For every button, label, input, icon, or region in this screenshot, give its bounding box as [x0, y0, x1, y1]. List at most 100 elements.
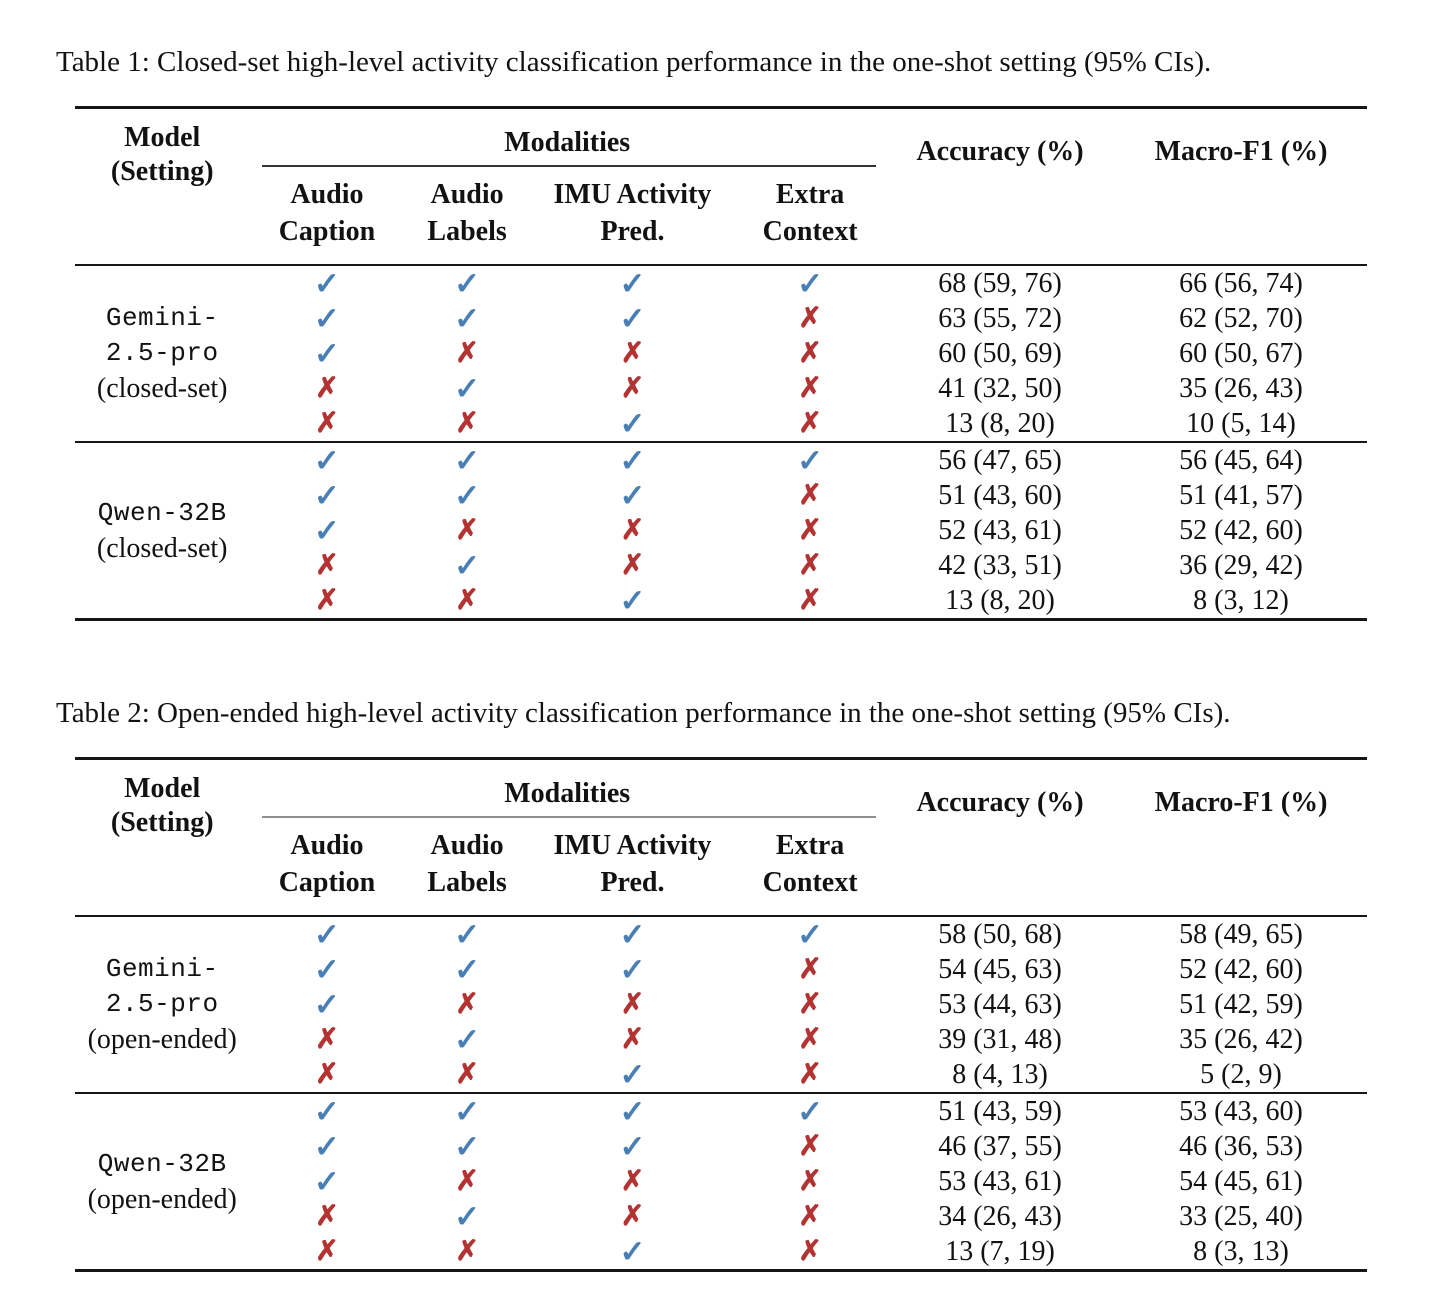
- col-header-model-setting: Model (Setting): [75, 108, 249, 265]
- col-header-extra-context: Extra Context: [762, 830, 858, 898]
- macro-f1-value: 35 (26, 43): [1179, 372, 1303, 404]
- col-header-setting-line: (Setting): [110, 807, 214, 839]
- check-icon: ✓: [454, 371, 481, 407]
- table-row: ✓ ✓ ✓ ✗ 54 (45, 63) 52 (42, 60): [75, 952, 1367, 987]
- table-row: Qwen-32B (closed-set) ✓ ✓ ✓ ✓ 56 (47, 65) 56 (4…: [75, 442, 1367, 564]
- accuracy-value: 68 (59, 76): [938, 267, 1062, 299]
- table-row: ✓ ✗ ✗ ✗ 60 (50, 69) 60 (50, 67): [75, 336, 1367, 371]
- accuracy-value: 53 (43, 61): [938, 1165, 1062, 1197]
- model-cell: Qwen-32B (open-ended): [75, 1093, 249, 1271]
- col-header-model-line: Model: [124, 773, 201, 805]
- cross-icon: ✗: [620, 514, 645, 546]
- cross-icon: ✗: [798, 1023, 822, 1055]
- check-icon: ✓: [313, 1094, 340, 1130]
- model-name-line: Gemini-: [105, 303, 219, 334]
- cross-icon: ✗: [798, 1235, 822, 1267]
- accuracy-value: 42 (33, 51): [938, 549, 1062, 581]
- table-1: Model (Setting) Modalities Accuracy (%) …: [75, 106, 1367, 622]
- model-group: Gemini- 2.5-pro (open-ended) ✓ ✓ ✓ ✓ 58 (50, 68…: [75, 916, 1367, 1094]
- table-row: ✓ ✗ ✗ ✗ 53 (44, 63) 51 (42, 59): [75, 987, 1367, 1022]
- modalities-label: Modalities: [504, 126, 631, 158]
- table-row: ✗ ✗ ✓ ✗ 8 (4, 13) 5 (2, 9): [75, 1057, 1367, 1093]
- check-icon: ✓: [454, 1022, 481, 1058]
- check-icon: ✓: [313, 301, 340, 337]
- table-1-caption: Table 1: Closed-set high-level activity …: [56, 46, 1212, 78]
- macro-f1-value: 36 (29, 42): [1179, 549, 1303, 581]
- check-icon: ✓: [454, 952, 481, 988]
- cross-icon: ✗: [798, 302, 822, 334]
- cross-icon: ✗: [798, 584, 822, 616]
- check-icon: ✓: [313, 1164, 340, 1200]
- table-row: ✗ ✗ ✓ ✗ 13 (8, 20) 8 (3, 12): [75, 583, 1367, 620]
- col-header-accuracy: Accuracy (%): [916, 787, 1084, 819]
- accuracy-value: 41 (32, 50): [938, 372, 1062, 404]
- macro-f1-value: 51 (41, 57): [1179, 479, 1303, 511]
- macro-f1-value: 54 (45, 61): [1179, 1165, 1303, 1197]
- accuracy-value: 51 (43, 59): [938, 1095, 1062, 1127]
- cross-icon: ✗: [620, 337, 645, 369]
- check-icon: ✓: [454, 266, 481, 302]
- col-header-macro-f1: Macro-F1 (%): [1154, 136, 1328, 168]
- check-icon: ✓: [619, 266, 646, 302]
- cross-icon: ✗: [620, 1165, 645, 1197]
- cross-icon: ✗: [620, 1023, 645, 1055]
- cross-icon: ✗: [455, 988, 479, 1020]
- cross-icon: ✗: [798, 1130, 822, 1162]
- table-row: ✓ ✓ ✓ ✗ 46 (37, 55) 46 (36, 53): [75, 1129, 1367, 1164]
- macro-f1-value: 53 (43, 60): [1179, 1095, 1303, 1127]
- table-2-caption: Table 2: Open-ended high-level activity …: [56, 697, 1231, 730]
- table-row: ✗ ✓ ✗ ✗ 39 (31, 48) 35 (26, 42): [75, 1022, 1367, 1057]
- check-icon: ✓: [619, 1234, 646, 1270]
- model-group: Gemini- 2.5-pro (closed-set) ✓ ✓ ✓ ✓ 68 (59, 76…: [75, 265, 1367, 443]
- check-icon: ✓: [797, 1094, 824, 1130]
- col-header-accuracy: Accuracy (%): [916, 136, 1084, 168]
- accuracy-value: 46 (37, 55): [938, 1130, 1062, 1162]
- cross-icon: ✗: [455, 1058, 479, 1090]
- model-cell: Qwen-32B (closed-set): [75, 442, 249, 620]
- cross-icon: ✗: [315, 407, 339, 439]
- accuracy-value: 52 (43, 61): [938, 514, 1062, 546]
- macro-f1-value: 56 (45, 64): [1179, 444, 1303, 476]
- macro-f1-value: 5 (2, 9): [1200, 1058, 1282, 1090]
- macro-f1-value: 46 (36, 53): [1179, 1130, 1303, 1162]
- model-group: Qwen-32B (closed-set) ✓ ✓ ✓ ✓ 56 (47, 65) 56 (4…: [75, 442, 1367, 620]
- cross-icon: ✗: [798, 407, 822, 439]
- modalities-underline: [262, 816, 876, 819]
- check-icon: ✓: [619, 952, 646, 988]
- cross-icon: ✗: [455, 407, 479, 439]
- model-name-line: 2.5-pro: [105, 338, 219, 369]
- accuracy-value: 13 (7, 19): [945, 1235, 1055, 1267]
- check-icon: ✓: [619, 478, 646, 514]
- check-icon: ✓: [454, 917, 481, 953]
- table-2-header: Model (Setting) Modalities Accuracy (%) …: [75, 759, 1367, 917]
- check-icon: ✓: [619, 1094, 646, 1130]
- check-icon: ✓: [454, 301, 481, 337]
- table-row: ✗ ✗ ✓ ✗ 13 (7, 19) 8 (3, 13): [75, 1234, 1367, 1271]
- col-header-audio-caption: Audio Caption: [278, 179, 376, 247]
- check-icon: ✓: [313, 513, 340, 549]
- col-header-audio-caption: Audio Caption: [278, 830, 376, 898]
- col-header-model-setting: Model (Setting): [75, 759, 249, 916]
- check-icon: ✓: [619, 583, 646, 619]
- col-header-imu-activity-pred: IMU Activity Pred.: [553, 830, 712, 898]
- table-row: ✓ ✓ ✓ ✗ 63 (55, 72) 62 (52, 70): [75, 301, 1367, 336]
- check-icon: ✓: [619, 1057, 646, 1093]
- accuracy-value: 53 (44, 63): [938, 988, 1062, 1020]
- macro-f1-value: 52 (42, 60): [1179, 953, 1303, 985]
- col-header-imu-activity-pred: IMU Activity Pred.: [553, 179, 712, 247]
- col-header-macro-f1: Macro-F1 (%): [1154, 787, 1328, 819]
- cross-icon: ✗: [798, 549, 822, 581]
- cross-icon: ✗: [315, 584, 339, 616]
- macro-f1-value: 10 (5, 14): [1186, 407, 1296, 439]
- accuracy-value: 63 (55, 72): [938, 302, 1062, 334]
- check-icon: ✓: [313, 987, 340, 1023]
- table-row: ✗ ✓ ✗ ✗ 41 (32, 50) 35 (26, 43): [75, 371, 1367, 406]
- check-icon: ✓: [313, 478, 340, 514]
- macro-f1-value: 52 (42, 60): [1179, 514, 1303, 546]
- check-icon: ✓: [454, 1094, 481, 1130]
- cross-icon: ✗: [455, 337, 479, 369]
- col-header-setting-line: (Setting): [110, 155, 214, 187]
- check-icon: ✓: [619, 443, 646, 479]
- macro-f1-value: 33 (25, 40): [1179, 1200, 1303, 1232]
